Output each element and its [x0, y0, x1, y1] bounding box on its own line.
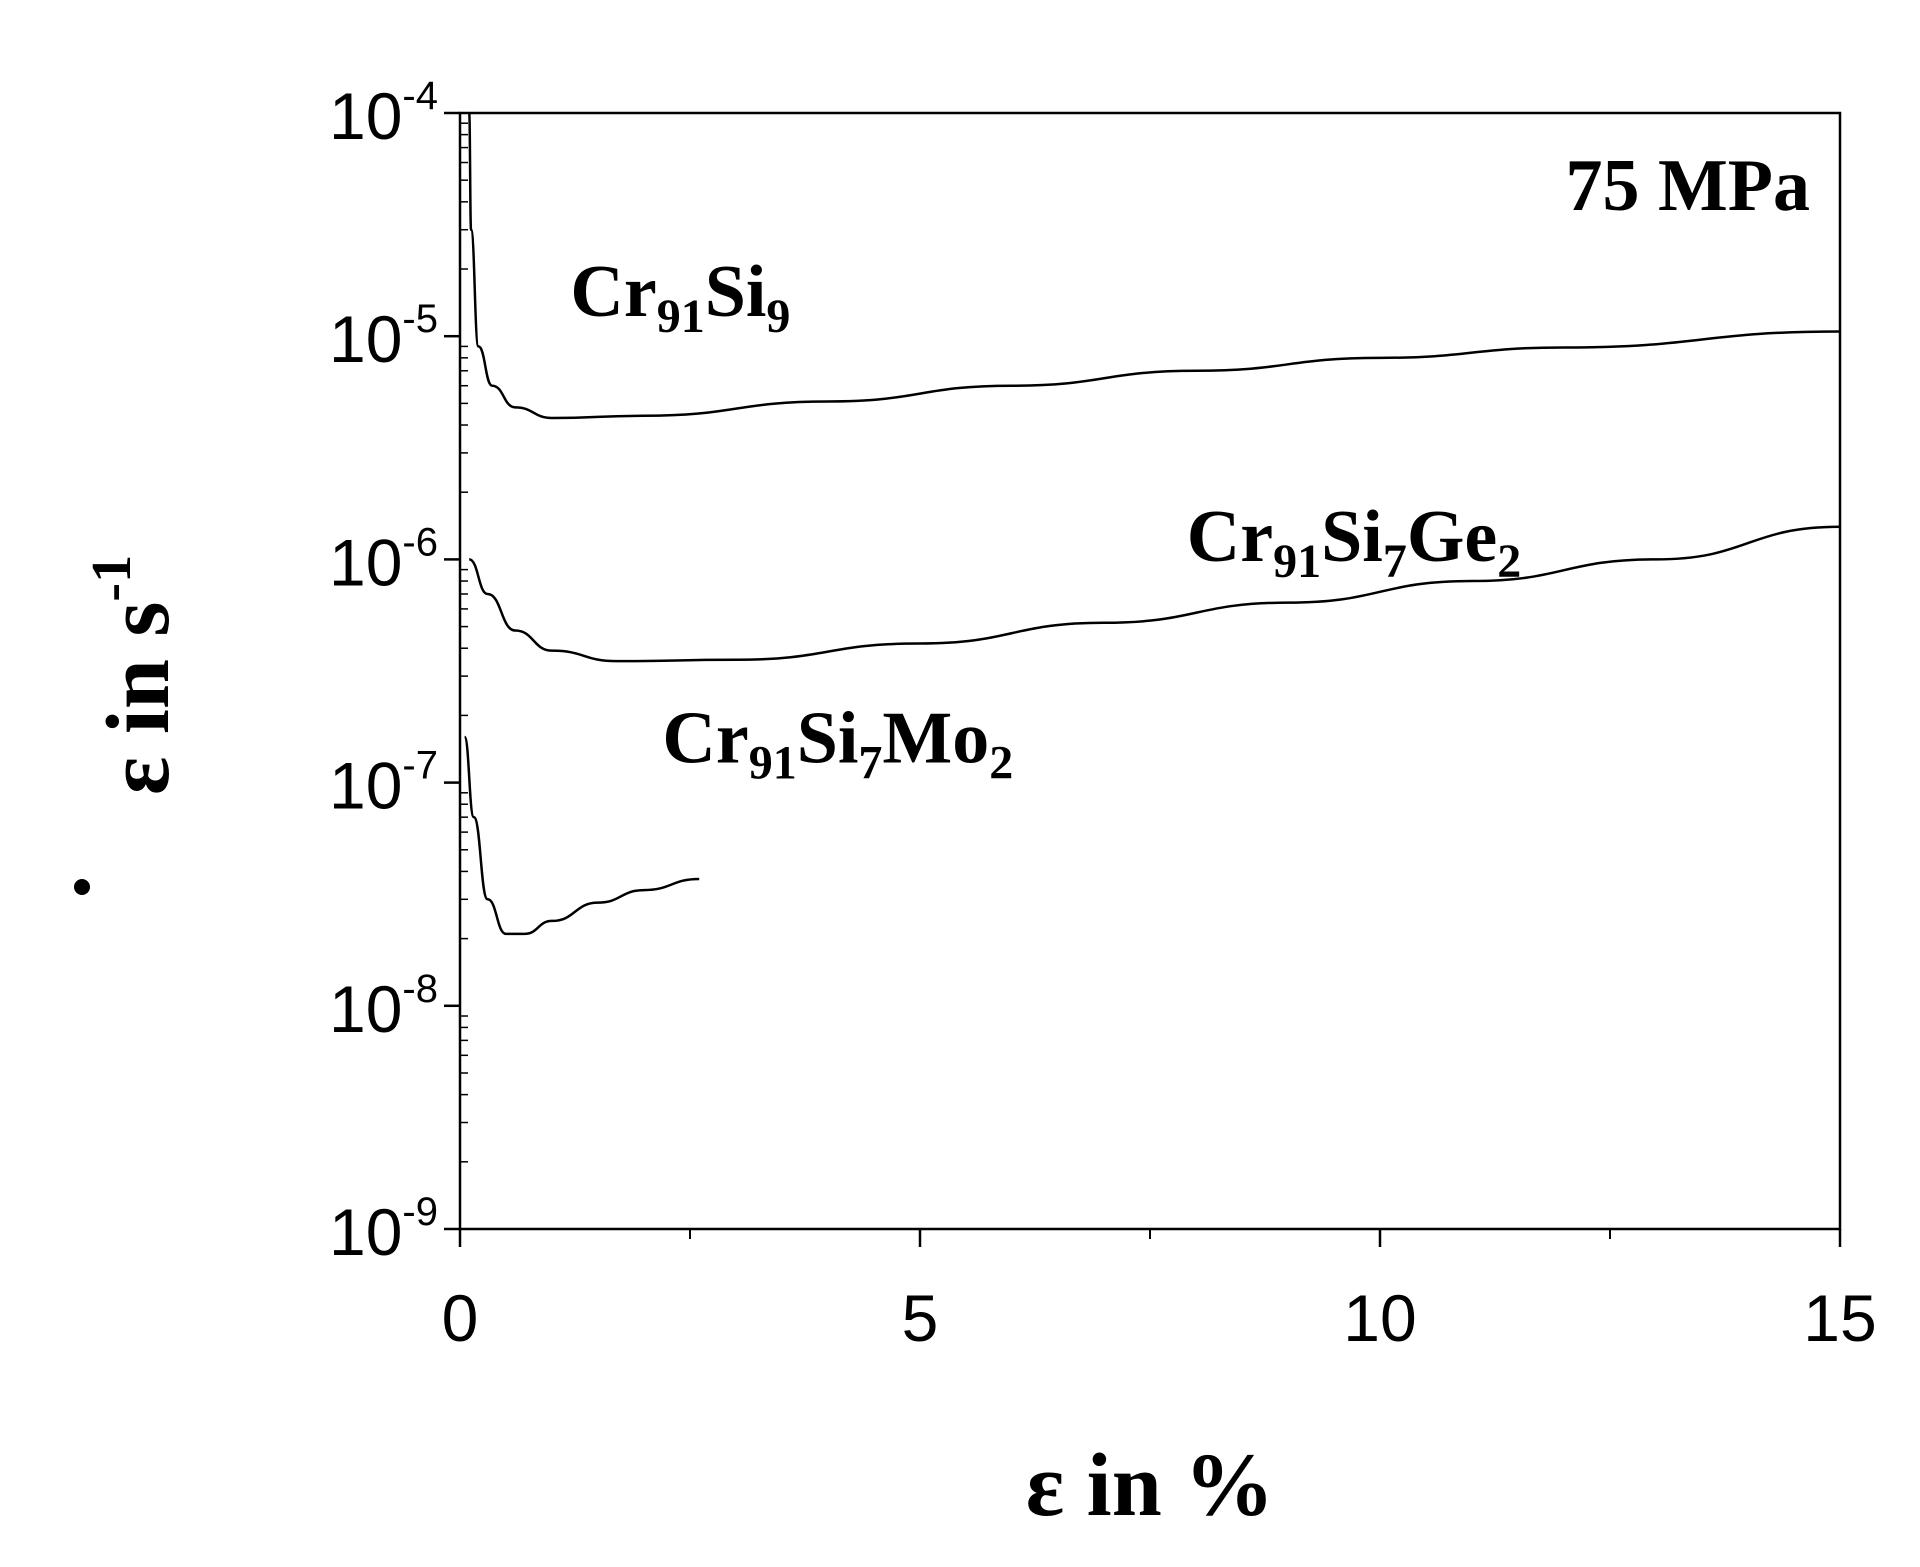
svg-text:ε in s-1: ε in s-1	[81, 555, 188, 795]
y-tick-label: 10-4	[329, 74, 438, 153]
x-axis-title: ε in %	[1026, 1436, 1275, 1535]
series-label: Cr91Si7Ge2	[1187, 496, 1521, 588]
ticks-group: 0 5 10 15 10-4 10-5 10-6 10-7 10-8 10-9	[329, 74, 1877, 1355]
y-axis-title: ε in s-1	[74, 555, 188, 895]
series-label: Cr91Si7Mo2	[662, 698, 1013, 790]
labels-layer: Cr91Si9 Cr91Si7Ge2 Cr91Si7Mo2	[570, 251, 1521, 789]
x-tick-label: 0	[442, 1281, 479, 1355]
x-tick-label: 15	[1803, 1281, 1876, 1355]
y-axis-dot	[74, 879, 90, 895]
y-axis-mid: in s	[89, 602, 188, 757]
y-tick-label: 10-6	[329, 520, 438, 599]
plot-frame	[458, 111, 1842, 1231]
y-tick-label: 10-7	[329, 744, 438, 823]
series-line	[468, 525, 1841, 663]
stress-annotation: 75 MPa	[1565, 145, 1810, 227]
y-axis-exp: -1	[81, 555, 143, 602]
y-tick-label: 10-5	[329, 297, 438, 376]
y-axis-symbol: ε	[89, 757, 188, 795]
series-line	[467, 111, 1841, 420]
y-tick-label: 10-9	[329, 1190, 438, 1269]
series-line	[463, 735, 700, 936]
x-tick-label: 5	[902, 1281, 939, 1355]
x-tick-label: 10	[1343, 1281, 1416, 1355]
series-layer	[463, 111, 1841, 936]
series-label: Cr91Si9	[570, 251, 790, 343]
y-tick-label: 10-8	[329, 967, 438, 1046]
